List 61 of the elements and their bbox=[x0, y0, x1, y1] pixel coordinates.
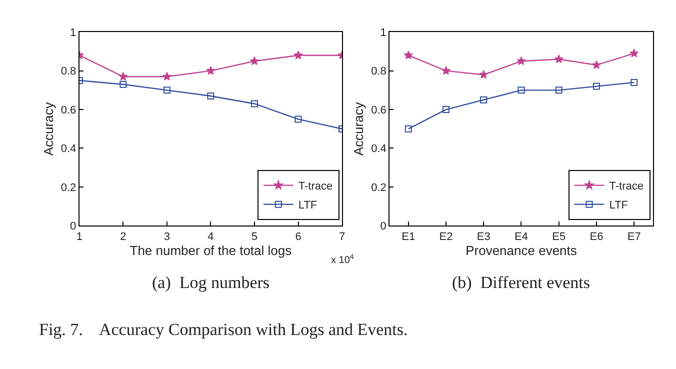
x-tick-label: E3 bbox=[476, 230, 490, 243]
point bbox=[516, 56, 526, 66]
y-tick-label: 1 bbox=[380, 26, 386, 39]
point bbox=[294, 50, 303, 60]
x-tick-label: E5 bbox=[552, 230, 566, 243]
point bbox=[480, 96, 488, 104]
y-axis-title: Accuracy bbox=[40, 102, 56, 156]
x-tick-label: 7 bbox=[338, 230, 346, 243]
x-axis-title: Provenance events bbox=[466, 242, 578, 258]
y-tick-label: 0.2 bbox=[60, 182, 76, 194]
caption: Fig. 7. Accuracy Comparison with Logs and Events. bbox=[39, 320, 408, 339]
text: (b) Different events bbox=[452, 273, 590, 292]
y-axis-title: Accuracy bbox=[351, 102, 366, 156]
point bbox=[630, 48, 639, 58]
x-tick-label: E6 bbox=[590, 230, 604, 243]
x-axis-title: The number of the total logs bbox=[130, 242, 292, 258]
x-tick-label: E1 bbox=[402, 230, 416, 243]
point bbox=[118, 72, 128, 81]
x-tick-label: 2 bbox=[120, 230, 126, 243]
y-tick-label: 0.8 bbox=[60, 66, 76, 78]
legend-label: T-trace bbox=[609, 180, 644, 193]
point bbox=[120, 80, 127, 88]
point bbox=[250, 100, 258, 108]
point bbox=[518, 86, 525, 94]
point bbox=[162, 72, 172, 81]
point bbox=[206, 66, 216, 75]
text: x 10$^{4}$ bbox=[331, 254, 354, 266]
x-tick-label: E7 bbox=[627, 230, 641, 243]
y-tick-label: 0 bbox=[70, 220, 76, 232]
x-tick-label: E2 bbox=[439, 230, 453, 243]
point bbox=[442, 106, 450, 114]
x-tick-label: 6 bbox=[295, 230, 302, 243]
point bbox=[404, 125, 412, 132]
x-tick-label: 3 bbox=[164, 230, 170, 243]
y-tick-label: 0 bbox=[380, 220, 386, 232]
point bbox=[163, 86, 170, 94]
legend-label: LTF bbox=[609, 200, 628, 212]
y-tick-label: 0.4 bbox=[60, 143, 76, 156]
y-tick-label: 0.6 bbox=[371, 104, 386, 116]
point bbox=[555, 86, 562, 94]
point bbox=[294, 116, 302, 123]
point bbox=[404, 50, 413, 60]
y-tick-label: 0.4 bbox=[371, 143, 386, 156]
x-tick-label: 5 bbox=[251, 230, 258, 243]
point bbox=[479, 70, 488, 79]
point bbox=[630, 78, 638, 86]
y-tick-label: 1 bbox=[70, 26, 76, 39]
text: (a) Log numbers bbox=[152, 273, 270, 292]
point bbox=[592, 60, 601, 69]
x-tick-label: E4 bbox=[514, 230, 528, 243]
y-tick-label: 0.2 bbox=[371, 182, 386, 194]
legend-label: T-trace bbox=[298, 180, 333, 193]
point bbox=[554, 54, 564, 64]
point bbox=[442, 66, 450, 75]
y-tick-label: 0.8 bbox=[371, 66, 386, 78]
y-tick-label: 0.6 bbox=[60, 104, 76, 116]
legend-label: LTF bbox=[298, 200, 318, 212]
point bbox=[250, 56, 259, 66]
point bbox=[207, 92, 214, 100]
x-tick-label: 4 bbox=[208, 230, 214, 243]
point bbox=[592, 82, 600, 90]
